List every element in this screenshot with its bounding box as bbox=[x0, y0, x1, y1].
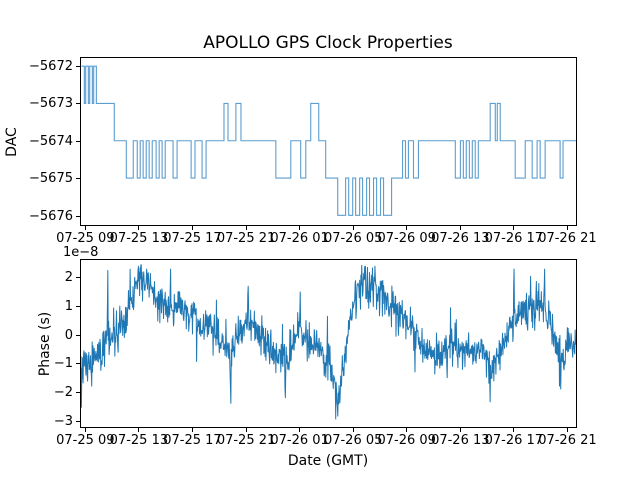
x-tickmark bbox=[138, 428, 140, 432]
y-tickmark bbox=[76, 140, 80, 142]
x-tick-label: 07-26 13 bbox=[431, 231, 490, 246]
x-tick-label: 07-25 17 bbox=[163, 231, 222, 246]
dac-plot-area bbox=[81, 65, 576, 216]
y-tick-label: −5674 bbox=[29, 133, 73, 149]
x-tickmark bbox=[566, 226, 568, 230]
x-tick-label: 07-26 21 bbox=[538, 231, 597, 246]
x-tick-label: 07-26 13 bbox=[431, 433, 490, 448]
phase-plot-area bbox=[81, 264, 576, 420]
y-tick-label: −1 bbox=[53, 356, 73, 372]
x-tickmark bbox=[459, 226, 461, 230]
y-tickmark bbox=[76, 334, 80, 336]
x-tick-label: 07-26 17 bbox=[484, 433, 544, 448]
y-tick-label: 1 bbox=[64, 299, 73, 315]
x-tick-label: 07-26 09 bbox=[377, 231, 436, 246]
y-tick-label: −5673 bbox=[29, 96, 73, 112]
y-tick-label: −5672 bbox=[29, 58, 73, 74]
dac-series-line bbox=[81, 65, 576, 216]
x-tickmark bbox=[191, 428, 193, 432]
x-tick-label: 07-25 09 bbox=[56, 231, 115, 246]
x-tick-label: 07-26 01 bbox=[270, 231, 329, 246]
x-tick-label: 07-26 05 bbox=[323, 231, 383, 246]
x-tickmark bbox=[138, 226, 140, 230]
x-tickmark bbox=[299, 226, 301, 230]
x-tickmark bbox=[84, 226, 86, 230]
y-tickmark bbox=[76, 306, 80, 308]
x-tick-label: 07-26 05 bbox=[323, 433, 383, 448]
x-tick-label: 07-25 21 bbox=[216, 231, 276, 246]
x-tick-label: 07-25 13 bbox=[109, 231, 169, 246]
x-tickmark bbox=[299, 428, 301, 432]
y-tick-label: 2 bbox=[64, 270, 73, 286]
x-tickmark bbox=[513, 226, 515, 230]
y-tickmark bbox=[76, 392, 80, 394]
phase-y-offset-label: 1e−8 bbox=[63, 245, 99, 260]
y-tickmark bbox=[76, 363, 80, 365]
x-tickmark bbox=[245, 428, 247, 432]
x-tick-label: 07-26 09 bbox=[377, 433, 436, 448]
y-tick-label: 0 bbox=[64, 327, 73, 343]
x-tickmark bbox=[513, 428, 515, 432]
x-tick-label: 07-26 17 bbox=[484, 231, 544, 246]
x-tick-label: 07-25 13 bbox=[109, 433, 169, 448]
x-tick-label: 07-26 01 bbox=[270, 433, 329, 448]
phase-series-line bbox=[81, 264, 576, 420]
y-tickmark bbox=[76, 277, 80, 279]
x-axis-label: Date (GMT) bbox=[287, 453, 369, 469]
x-tick-label: 07-25 21 bbox=[216, 433, 276, 448]
x-tickmark bbox=[352, 428, 354, 432]
dac-axes bbox=[80, 57, 577, 226]
x-tick-label: 07-26 21 bbox=[538, 433, 597, 448]
y-tick-label: −3 bbox=[53, 413, 73, 429]
y-tick-label: −2 bbox=[53, 385, 73, 401]
y-tickmark bbox=[76, 103, 80, 105]
y-tickmark bbox=[76, 178, 80, 180]
figure-title: APOLLO GPS Clock Properties bbox=[203, 33, 453, 53]
y-tickmark bbox=[76, 420, 80, 422]
y-tick-label: −5676 bbox=[29, 208, 73, 224]
x-tickmark bbox=[245, 226, 247, 230]
y-tick-label: −5675 bbox=[29, 171, 73, 187]
x-tickmark bbox=[191, 226, 193, 230]
y-tickmark bbox=[76, 215, 80, 217]
x-tickmark bbox=[406, 428, 408, 432]
x-tickmark bbox=[84, 428, 86, 432]
x-tick-label: 07-25 17 bbox=[163, 433, 222, 448]
y-tickmark bbox=[76, 65, 80, 67]
x-tickmark bbox=[459, 428, 461, 432]
x-tickmark bbox=[566, 428, 568, 432]
x-tickmark bbox=[406, 226, 408, 230]
x-tickmark bbox=[352, 226, 354, 230]
x-tick-label: 07-25 09 bbox=[56, 433, 115, 448]
phase-axes bbox=[80, 259, 577, 428]
